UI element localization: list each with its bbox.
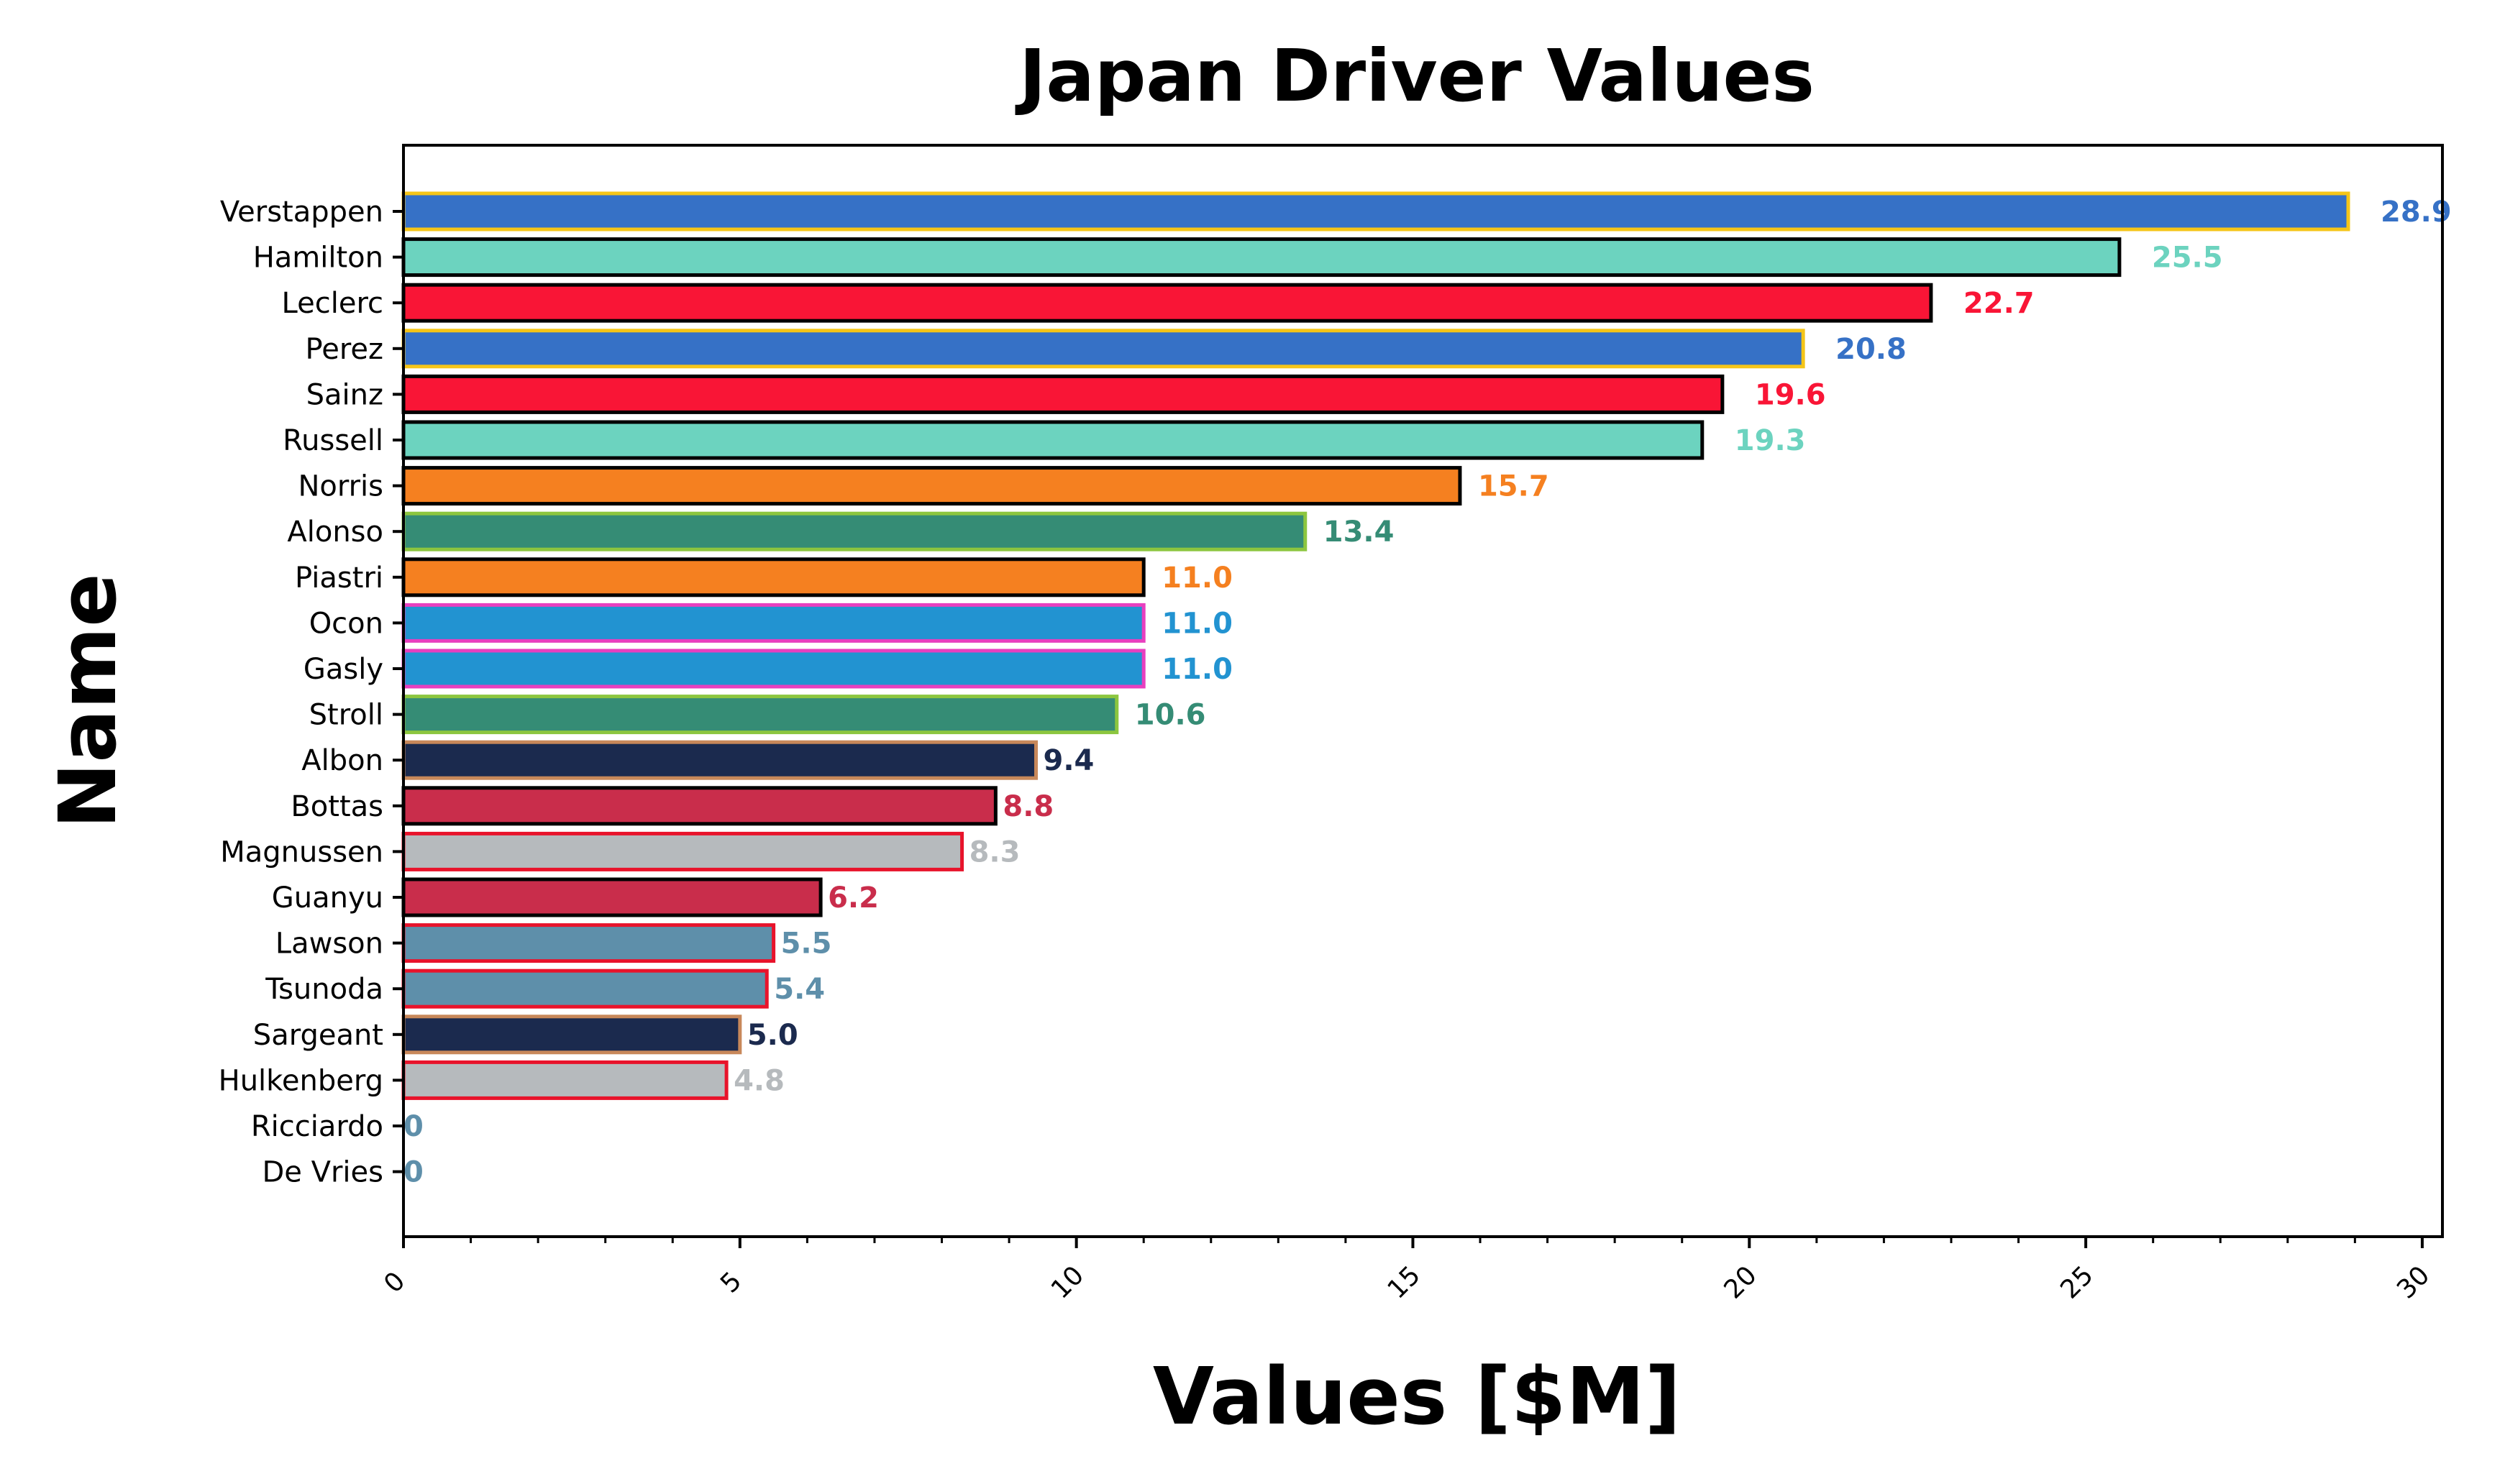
value-label: 25.5 — [2152, 242, 2223, 275]
y-tick-label: Bottas — [291, 790, 383, 823]
x-axis-label: Values [$M] — [1153, 1350, 1681, 1442]
y-tick-label: Ricciardo — [251, 1110, 383, 1143]
y-tick-label: Verstappen — [220, 196, 383, 229]
y-tick-label: Sainz — [306, 378, 383, 411]
bar-guanyu — [401, 877, 823, 917]
bar-russell — [401, 420, 1705, 460]
y-tick-label: Tsunoda — [265, 973, 383, 1006]
value-labels-group: 28.9 25.5 22.7 20.8 19.6 19.3 15.7 13.4 11.0 11.0… — [403, 196, 2452, 1189]
bar-bottas — [401, 786, 998, 826]
value-label: 4.8 — [734, 1064, 785, 1097]
y-tick-label: Sargeant — [253, 1019, 383, 1052]
y-tick-label: Stroll — [309, 699, 383, 732]
value-label: 11.0 — [1162, 653, 1233, 686]
value-label: 9.4 — [1044, 744, 1095, 777]
y-tick-label: Norris — [298, 470, 383, 503]
value-label: 6.2 — [828, 881, 879, 915]
y-tick-label: De Vries — [263, 1156, 384, 1189]
value-label: 20.8 — [1835, 333, 1907, 366]
bar-alonso — [401, 511, 1308, 551]
bar-sainz — [401, 374, 1725, 414]
bar-gasly — [401, 649, 1146, 689]
bar-leclerc — [401, 283, 1933, 323]
value-label: 5.4 — [774, 973, 825, 1006]
y-axis-ticks: Verstappen Hamilton Leclerc Perez Sainz Russe… — [219, 196, 403, 1189]
bar-piastri — [401, 557, 1146, 597]
bar-tsunoda — [401, 968, 769, 1009]
value-label: 11.0 — [1162, 607, 1233, 640]
value-label: 5.0 — [747, 1019, 798, 1052]
bar-sargeant — [401, 1014, 742, 1055]
bar-hamilton — [401, 237, 2122, 278]
y-tick-label: Guanyu — [272, 881, 383, 915]
y-tick-label: Hamilton — [253, 242, 383, 275]
bar-norris — [401, 466, 1462, 506]
y-tick-label: Russell — [283, 424, 383, 457]
y-tick-label: Piastri — [295, 562, 383, 595]
bar-hulkenberg — [401, 1060, 729, 1100]
bar-verstappen — [401, 191, 2350, 232]
y-tick-label: Hulkenberg — [219, 1064, 383, 1097]
y-tick-label: Perez — [306, 333, 383, 366]
value-label: 8.3 — [969, 835, 1021, 869]
bar-magnussen — [401, 831, 964, 871]
value-label: 15.7 — [1478, 470, 1549, 503]
value-label: 8.8 — [1003, 790, 1054, 823]
plot-frame — [402, 144, 2444, 1238]
value-label: 0 — [403, 1110, 424, 1143]
value-label: 13.4 — [1323, 516, 1395, 549]
chart-title: Japan Driver Values — [1015, 34, 1815, 118]
bar-stroll — [401, 695, 1119, 735]
value-label: 5.5 — [781, 927, 832, 961]
value-label: 22.7 — [1963, 287, 2035, 320]
bar-perez — [401, 329, 1805, 369]
value-label: 28.9 — [2381, 196, 2452, 229]
value-label: 19.6 — [1755, 378, 1826, 411]
y-tick-label: Gasly — [304, 653, 383, 686]
bar-ocon — [401, 603, 1146, 643]
y-axis-label: Name — [42, 573, 134, 829]
y-tick-label: Ocon — [309, 607, 383, 640]
y-tick-label: Magnussen — [220, 835, 383, 869]
y-tick-label: Albon — [301, 744, 383, 777]
value-label: 11.0 — [1162, 562, 1233, 595]
value-label: 19.3 — [1735, 424, 1806, 457]
y-tick-label: Alonso — [287, 516, 383, 549]
bar-albon — [401, 740, 1039, 780]
value-label: 10.6 — [1135, 699, 1206, 732]
value-label: 0 — [403, 1156, 424, 1189]
y-tick-label: Leclerc — [282, 287, 383, 320]
y-tick-label: Lawson — [275, 927, 383, 961]
bar-lawson — [401, 923, 776, 963]
bars-group — [401, 191, 2350, 1100]
